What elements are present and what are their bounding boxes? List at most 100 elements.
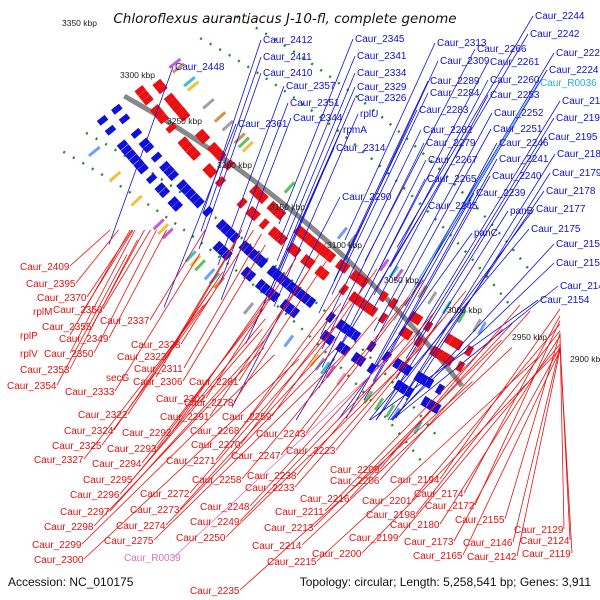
minus-gene-label: Caur_2213 xyxy=(264,523,314,534)
plus-gene-label: Caur_2351 xyxy=(290,98,340,109)
plus-leader-line xyxy=(295,205,427,421)
minus-gene-label: Caur_2325 xyxy=(52,441,102,452)
minus-leader-line xyxy=(453,346,561,542)
minus-leader-line xyxy=(305,279,424,434)
plus-leader-line xyxy=(404,69,548,307)
plus-strand-feature xyxy=(295,288,307,301)
minus-gene-label: Caur_2294 xyxy=(92,459,142,470)
minus-strand-feature xyxy=(177,136,189,148)
minus-strand-feature xyxy=(179,110,191,122)
plus-leader-line xyxy=(364,48,476,262)
plus-strand-feature xyxy=(215,219,227,231)
minus-gene-label: Caur_2238 xyxy=(247,471,297,482)
minus-leader-line xyxy=(335,290,467,451)
plus-gene-label: Caur_2245 xyxy=(428,201,478,212)
minus-gene-label: Caur_2259 xyxy=(222,412,272,423)
plus-gene-label: Caur_2284 xyxy=(430,88,480,99)
feature-annotation-mark xyxy=(221,119,234,132)
minus-gene-label: Caur_2291 xyxy=(160,412,210,423)
plus-gene-label: Caur_2357 xyxy=(286,81,336,92)
plus-gene-label: Caur_2261 xyxy=(490,57,540,68)
minus-strand-feature xyxy=(245,205,257,218)
minus-leader-line xyxy=(165,345,339,526)
minus-gene-label: Caur_2275 xyxy=(104,536,154,547)
feature-annotation-mark xyxy=(186,80,200,92)
minus-leader-line xyxy=(81,354,275,545)
minus-gene-label: Caur_2328 xyxy=(131,340,181,351)
plus-gene-label: Caur_2266 xyxy=(477,44,527,55)
plus-leader-line xyxy=(108,66,174,245)
plus-gene-label: Caur_2265 xyxy=(427,174,477,185)
minus-gene-label: Caur_2349 xyxy=(59,334,109,345)
plus-strand-feature xyxy=(243,244,255,256)
minus-strand-feature xyxy=(272,230,284,242)
plus-strand-feature xyxy=(350,351,362,364)
minus-strand-feature xyxy=(412,313,424,326)
plus-strand-feature xyxy=(425,399,437,411)
minus-strand-feature xyxy=(276,234,288,246)
plus-gene-label: Caur_2224 xyxy=(549,65,599,76)
plus-strand-feature xyxy=(340,344,351,357)
plus-leader-line xyxy=(276,72,356,262)
minus-strand-feature xyxy=(453,339,464,351)
minus-gene-label: Caur_2322 xyxy=(78,410,128,421)
plus-gene-label: Caur_2252 xyxy=(494,108,544,119)
minus-leader-line xyxy=(463,315,561,494)
plus-leader-line xyxy=(368,228,530,421)
minus-gene-label: Caur_2174 xyxy=(414,489,464,500)
minus-gene-label: Caur_2214 xyxy=(252,541,302,552)
tick-label: 3250 kbp xyxy=(167,116,202,126)
plus-gene-label: panB xyxy=(510,206,534,217)
minus-gene-label: Caur_2370 xyxy=(37,293,87,304)
plus-strand-feature xyxy=(335,318,346,331)
minus-leader-line xyxy=(516,349,561,557)
plus-gene-label: panC xyxy=(474,228,498,239)
plus-leader-line xyxy=(333,80,429,282)
minus-strand-feature xyxy=(152,78,164,90)
feature-annotation-mark xyxy=(325,365,336,379)
feature-annotation-mark xyxy=(168,57,182,69)
minus-gene-label: Caur_2180 xyxy=(390,520,440,531)
minus-leader-line xyxy=(398,343,561,538)
plus-gene-label: Caur_2153 xyxy=(556,239,600,250)
minus-leader-line xyxy=(183,233,262,369)
plus-leader-line xyxy=(387,190,545,421)
minus-gene-label: Caur_2278 xyxy=(184,398,234,409)
minus-gene-label: Caur_2201 xyxy=(362,496,412,507)
minus-leader-line xyxy=(56,254,128,386)
minus-gene-label: Caur_2211 xyxy=(275,507,324,518)
label-leader-lines xyxy=(56,15,573,591)
minus-gene-label: Caur_2142 xyxy=(467,552,517,563)
minus-gene-label: Caur_2296 xyxy=(70,490,120,501)
plus-strand-feature xyxy=(224,227,236,239)
feature-annotation-mark xyxy=(152,218,165,231)
feature-annotation-mark xyxy=(477,321,487,336)
plus-strand-feature xyxy=(266,265,278,277)
plus-strand-feature xyxy=(240,266,252,278)
minus-leader-line xyxy=(180,229,254,345)
minus-gene-label: Caur_2302 xyxy=(156,394,206,405)
minus-gene-label: Caur_2298 xyxy=(44,522,94,533)
minus-strand-feature xyxy=(223,159,235,171)
minus-strand-feature xyxy=(367,305,379,318)
minus-gene-label: Caur_2199 xyxy=(349,533,399,544)
minus-gene-label: Caur_2323 xyxy=(117,352,167,363)
plus-leader-line xyxy=(331,92,429,295)
minus-leader-line xyxy=(102,229,151,310)
minus-strand-feature xyxy=(311,240,323,252)
plus-leader-line xyxy=(395,136,547,380)
minus-leader-line xyxy=(69,239,138,370)
minus-leader-line xyxy=(462,350,561,556)
plus-leader-line xyxy=(372,158,498,382)
feature-annotation-mark xyxy=(161,227,174,240)
minus-leader-line xyxy=(69,229,131,336)
plus-gene-label: Caur_2344 xyxy=(293,113,343,124)
minus-gene-label: Caur_2299 xyxy=(32,540,82,551)
plus-strand-feature xyxy=(269,290,281,303)
feature-annotation-mark xyxy=(130,194,143,207)
minus-leader-line xyxy=(324,328,503,512)
plus-gene-label: rpmA xyxy=(343,125,367,136)
minus-gene-label: Caur_2124 xyxy=(520,536,570,547)
minus-leader-line xyxy=(559,345,573,554)
plus-strand-feature xyxy=(245,270,257,282)
